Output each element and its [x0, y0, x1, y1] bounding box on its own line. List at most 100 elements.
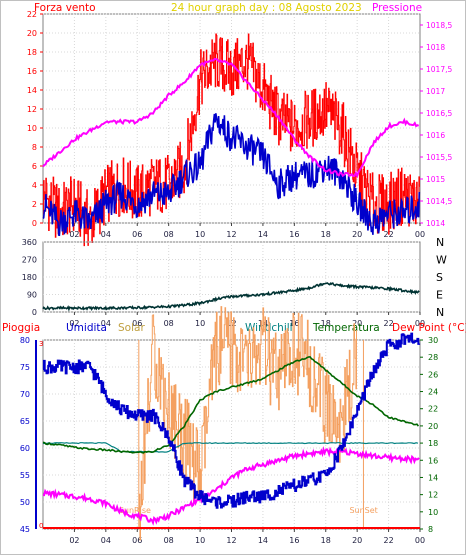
- pressure-axis-label: Pressione: [372, 2, 422, 14]
- humidity-tick-label: 80: [20, 336, 30, 345]
- x-tick-label: 18: [321, 230, 331, 239]
- x-tick-label: 22: [383, 319, 393, 328]
- humidity-tick-label: 65: [20, 417, 30, 426]
- left-tick-label: 20: [27, 29, 37, 38]
- direction-tick-label: 180: [22, 273, 37, 282]
- right-tick-label: 1016: [426, 131, 445, 140]
- temperature-tick-label: 18: [428, 439, 438, 448]
- x-tick-label: 04: [101, 230, 111, 239]
- compass-label: E: [436, 289, 443, 302]
- left-tick-label: 12: [27, 105, 37, 114]
- temperature-line: [42, 355, 420, 454]
- x-tick-label: 00: [415, 536, 425, 545]
- x-tick-label: 10: [195, 319, 205, 328]
- left-tick-label: 22: [27, 10, 37, 19]
- x-tick-label: 06: [132, 536, 142, 545]
- temperature-tick-label: 28: [428, 353, 438, 362]
- x-tick-label: 08: [164, 319, 174, 328]
- direction-tick-label: 0: [32, 308, 37, 317]
- temperature-tick-label: 22: [428, 405, 438, 414]
- x-tick-label: 12: [226, 319, 236, 328]
- sunset-label: SunSet: [349, 506, 377, 515]
- legend-humidity: Umidita: [66, 322, 107, 334]
- x-tick-label: 08: [164, 230, 174, 239]
- compass-label: S: [436, 271, 443, 284]
- humidity-tick-label: 50: [20, 498, 30, 507]
- right-tick-label: 1018: [426, 43, 445, 52]
- x-tick-label: 04: [101, 536, 111, 545]
- temperature-tick-label: 12: [428, 491, 438, 500]
- legend-solar: Solar: [118, 322, 145, 334]
- right-tick-label: 1015,5: [426, 153, 452, 162]
- x-tick-label: 14: [258, 536, 268, 545]
- humidity-tick-label: 45: [20, 525, 30, 534]
- sunrise-label: SunRise: [119, 506, 151, 515]
- right-tick-label: 1018,5: [426, 21, 452, 30]
- x-tick-label: 12: [226, 536, 236, 545]
- humidity-tick-label: 75: [20, 363, 30, 372]
- legend-windchill: Windchill: [245, 322, 293, 334]
- x-tick-label: 20: [352, 536, 362, 545]
- right-tick-label: 1016,5: [426, 109, 452, 118]
- left-tick-label: 0: [32, 219, 37, 228]
- x-tick-label: 08: [164, 536, 174, 545]
- right-tick-label: 1017: [426, 87, 445, 96]
- right-tick-label: 1014: [426, 219, 445, 228]
- x-tick-label: 22: [383, 536, 393, 545]
- x-tick-label: 02: [69, 230, 79, 239]
- temperature-tick-label: 30: [428, 336, 438, 345]
- gust-line: [42, 113, 421, 237]
- legend-temperature: Temperatura: [312, 322, 380, 334]
- x-tick-label: 10: [195, 536, 205, 545]
- left-tick-label: 16: [27, 67, 37, 76]
- x-tick-label: 16: [289, 230, 299, 239]
- x-tick-label: 06: [132, 230, 142, 239]
- temperature-tick-label: 10: [428, 508, 438, 517]
- x-tick-label: 00: [415, 319, 425, 328]
- dew-point-line: [42, 446, 420, 526]
- temperature-tick-label: 24: [428, 388, 438, 397]
- temperature-tick-label: 14: [428, 473, 438, 482]
- left-tick-label: 18: [27, 48, 37, 57]
- direction-tick-label: 90: [27, 291, 37, 300]
- left-tick-label: 6: [32, 162, 37, 171]
- right-tick-label: 1017,5: [426, 65, 452, 74]
- right-tick-label: 1014,5: [426, 197, 452, 206]
- humidity-tick-label: 70: [20, 390, 30, 399]
- left-tick-label: 14: [27, 86, 37, 95]
- x-tick-label: 20: [352, 230, 362, 239]
- x-tick-label: 16: [289, 536, 299, 545]
- temperature-tick-label: 26: [428, 370, 438, 379]
- x-tick-label: 10: [195, 230, 205, 239]
- x-tick-label: 06: [132, 319, 142, 328]
- x-tick-label: 00: [415, 230, 425, 239]
- windchill-line: [42, 442, 419, 453]
- x-tick-label: 02: [69, 536, 79, 545]
- temperature-tick-label: 20: [428, 422, 438, 431]
- wind-direction-line: [42, 282, 420, 312]
- right-tick-label: 1015: [426, 175, 445, 184]
- wind-speed-axis-label: Forza vento: [34, 2, 96, 14]
- x-tick-label: 20: [352, 319, 362, 328]
- chart-title: 24 hour graph day : 08 Agosto 2023: [171, 2, 362, 14]
- compass-label: N: [436, 306, 444, 319]
- x-tick-label: 18: [321, 319, 331, 328]
- humidity-line: [42, 332, 421, 509]
- x-tick-label: 18: [321, 536, 331, 545]
- rain-tick-label: 0: [39, 522, 43, 530]
- x-tick-label: 14: [258, 230, 268, 239]
- pressure-line: [42, 58, 420, 179]
- direction-tick-label: 270: [22, 256, 37, 265]
- left-tick-label: 2: [32, 200, 37, 209]
- left-tick-label: 8: [32, 143, 37, 152]
- solar-line: [137, 306, 357, 541]
- left-tick-label: 10: [27, 124, 37, 133]
- x-tick-label: 02: [69, 319, 79, 328]
- rain-tick-label: 3: [39, 340, 43, 348]
- temperature-tick-label: 16: [428, 456, 438, 465]
- compass-label: N: [436, 236, 444, 249]
- humidity-tick-label: 60: [20, 444, 30, 453]
- x-tick-label: 04: [101, 319, 111, 328]
- compass-label: W: [436, 254, 447, 267]
